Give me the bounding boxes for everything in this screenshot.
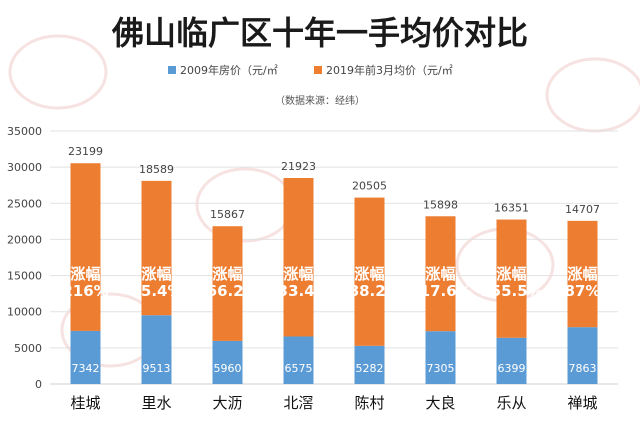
bar-2009	[212, 340, 243, 384]
growth-percent: 87%	[565, 282, 601, 300]
gridlines	[50, 130, 618, 385]
chart-title: 佛山临广区十年一手均价对比	[111, 14, 528, 52]
growth-percent: 233.4%	[267, 282, 329, 300]
growth-percent: 117.6%	[409, 282, 471, 300]
y-tick-label: 20000	[7, 233, 42, 246]
x-tick-label: 禅城	[567, 394, 597, 412]
growth-word: 涨幅	[141, 265, 171, 283]
x-tick-label: 大沥	[212, 394, 242, 412]
bar-2019	[425, 216, 456, 332]
y-tick-label: 30000	[7, 161, 42, 174]
growth-word: 涨幅	[496, 265, 526, 283]
growth-percent: 216%	[62, 282, 108, 300]
y-tick-label: 0	[35, 378, 42, 391]
bar-2009	[425, 331, 456, 384]
bar-2019	[70, 163, 101, 331]
data-label-2019: 14707	[565, 203, 600, 216]
growth-word: 涨幅	[425, 265, 455, 283]
data-label-2019: 21923	[281, 160, 316, 173]
data-label-2019: 15898	[423, 198, 458, 211]
x-tick-label: 桂城	[70, 394, 100, 412]
data-label-2009: 6399	[498, 362, 526, 375]
growth-percent: 95.4%	[130, 282, 182, 300]
growth-percent: 288.2%	[338, 282, 400, 300]
growth-word: 涨幅	[354, 265, 384, 283]
bar-2019	[567, 220, 598, 328]
bar-2019	[212, 226, 243, 341]
growth-percent: 166.2%	[196, 282, 258, 300]
data-label-2019: 23199	[68, 145, 103, 158]
bar-2009	[354, 345, 385, 384]
y-tick-label: 15000	[7, 270, 42, 283]
data-label-2009: 7305	[427, 362, 455, 375]
x-tick-label: 里水	[141, 394, 171, 412]
bar-2009	[496, 337, 527, 384]
data-label-2009: 5960	[214, 362, 242, 375]
bar-2019	[141, 180, 172, 316]
data-label-2009: 9513	[143, 362, 171, 375]
bar-2009	[283, 336, 314, 384]
x-tick-label: 乐从	[496, 394, 526, 412]
legend-label-2009: 2009年房价（元/㎡	[180, 63, 278, 77]
growth-percent: 155.5%	[480, 282, 542, 300]
x-tick-label: 陈村	[354, 394, 384, 412]
bar-2009	[70, 330, 101, 384]
y-tick-label: 5000	[14, 342, 42, 355]
data-label-2019: 18589	[139, 163, 174, 176]
source-note: （数据来源：经纬）	[275, 94, 365, 107]
bar-2019	[354, 197, 385, 346]
bar-2009	[567, 327, 598, 384]
bar-2019	[283, 178, 314, 337]
data-label-2019: 20505	[352, 180, 387, 193]
legend: 2009年房价（元/㎡ 2019年前3月均价（元/㎡	[168, 63, 453, 77]
legend-label-2019: 2019年前3月均价（元/㎡	[326, 63, 453, 77]
bar-2019	[496, 219, 527, 338]
y-tick-label: 35000	[7, 125, 42, 138]
bar-2009	[141, 315, 172, 384]
data-label-2009: 5282	[356, 362, 384, 375]
x-axis: 桂城 里水 大沥 北滘 陈村 大良 乐从 禅城	[70, 394, 597, 412]
x-tick-label: 大良	[425, 394, 455, 412]
bars: 734223199涨幅216%951318589涨幅95.4%596015867…	[62, 145, 600, 384]
y-tick-label: 25000	[7, 197, 42, 210]
x-tick-label: 北滘	[283, 394, 313, 412]
growth-word: 涨幅	[283, 265, 313, 283]
legend-swatch-2009	[168, 66, 176, 74]
data-label-2019: 15867	[210, 208, 245, 221]
growth-word: 涨幅	[212, 265, 242, 283]
y-tick-label: 10000	[7, 306, 42, 319]
data-label-2009: 7342	[72, 362, 100, 375]
growth-word: 涨幅	[70, 265, 100, 283]
data-label-2009: 6575	[285, 362, 313, 375]
data-label-2009: 7863	[569, 362, 597, 375]
data-label-2019: 16351	[494, 202, 529, 215]
legend-swatch-2019	[314, 66, 322, 74]
growth-word: 涨幅	[567, 265, 597, 283]
watermark	[8, 34, 640, 368]
y-axis: 0 5000 10000 15000 20000 25000 30000 35000	[7, 125, 42, 391]
